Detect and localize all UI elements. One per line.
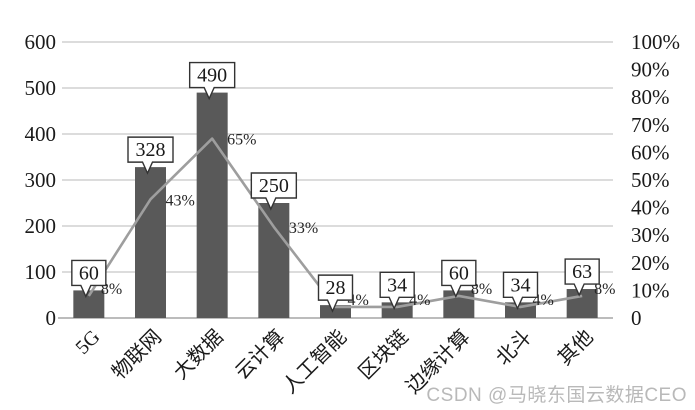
line-data-label: 8% (594, 281, 615, 298)
bar (135, 167, 166, 318)
left-axis-tick-label: 400 (25, 122, 57, 146)
callout-bubble (250, 172, 298, 211)
category-label: 其他 (553, 325, 598, 370)
right-axis-tick-label: 0 (631, 306, 642, 330)
line-data-label: 65% (227, 132, 256, 149)
right-axis-tick-label: 60% (631, 140, 670, 164)
line-data-label: 33% (289, 220, 318, 237)
category-label: 北斗 (491, 325, 536, 370)
category-label-group: 5G (72, 326, 105, 359)
category-label-group: 云计算 (231, 325, 290, 384)
bar-data-label: 490 (197, 65, 227, 87)
left-axis-tick-label: 300 (25, 168, 57, 192)
callout-bubble (379, 271, 415, 311)
category-label: 5G (72, 326, 105, 359)
right-axis-tick-label: 70% (631, 113, 670, 137)
category-label: 区块链 (354, 325, 413, 384)
bar-data-label: 328 (136, 139, 166, 161)
right-axis-tick-label: 30% (631, 223, 670, 247)
bar-data-label: 34 (511, 274, 531, 296)
right-axis-tick-label: 100% (631, 30, 680, 54)
bar (566, 289, 598, 318)
left-axis-tick-label: 100 (25, 260, 57, 284)
right-axis-tick-label: 20% (631, 251, 670, 275)
right-axis-tick-label: 50% (631, 168, 670, 192)
callout-bubble (188, 61, 236, 101)
bar (320, 305, 351, 318)
category-label-group: 大数据 (169, 325, 228, 384)
line-series (87, 137, 583, 309)
category-label-group: 其他 (553, 325, 598, 370)
bar-data-label: 250 (259, 175, 289, 197)
callout-bubble (71, 259, 107, 299)
category-label-group: 物联网 (107, 325, 166, 384)
bar (196, 92, 228, 318)
category-label-group: 人工智能 (278, 325, 351, 398)
bar-data-label: 63 (572, 261, 592, 283)
callout-bubble (502, 271, 539, 311)
callout-bubble (317, 274, 354, 313)
category-label: 人工智能 (278, 325, 351, 398)
line-data-label: 43% (166, 192, 195, 209)
category-label-group: 区块链 (354, 325, 413, 384)
right-axis-tick-label: 80% (631, 85, 670, 109)
right-axis-tick-label: 40% (631, 196, 670, 220)
category-label: 云计算 (231, 325, 290, 384)
category-label-group: 北斗 (491, 325, 536, 370)
bar-data-label: 28 (326, 277, 346, 299)
left-axis-tick-label: 500 (25, 76, 57, 100)
left-axis-tick-label: 200 (25, 214, 57, 238)
bar (443, 290, 475, 318)
category-label: 大数据 (169, 325, 228, 384)
right-axis-tick-label: 90% (631, 58, 670, 82)
left-axis-tick-label: 600 (25, 30, 57, 54)
callout-bubble (441, 259, 477, 299)
bar-data-label: 34 (387, 274, 407, 296)
category-label: 物联网 (107, 325, 166, 384)
right-axis-tick-label: 10% (631, 278, 670, 302)
callout-bubble (127, 136, 174, 175)
bar-data-label: 60 (449, 262, 469, 284)
watermark: CSDN @马晓东国云数据CEO (426, 385, 687, 406)
left-axis-tick-label: 0 (46, 306, 57, 330)
bar-data-label: 60 (79, 262, 99, 284)
bar (258, 203, 290, 318)
callout-bubble (564, 258, 600, 297)
